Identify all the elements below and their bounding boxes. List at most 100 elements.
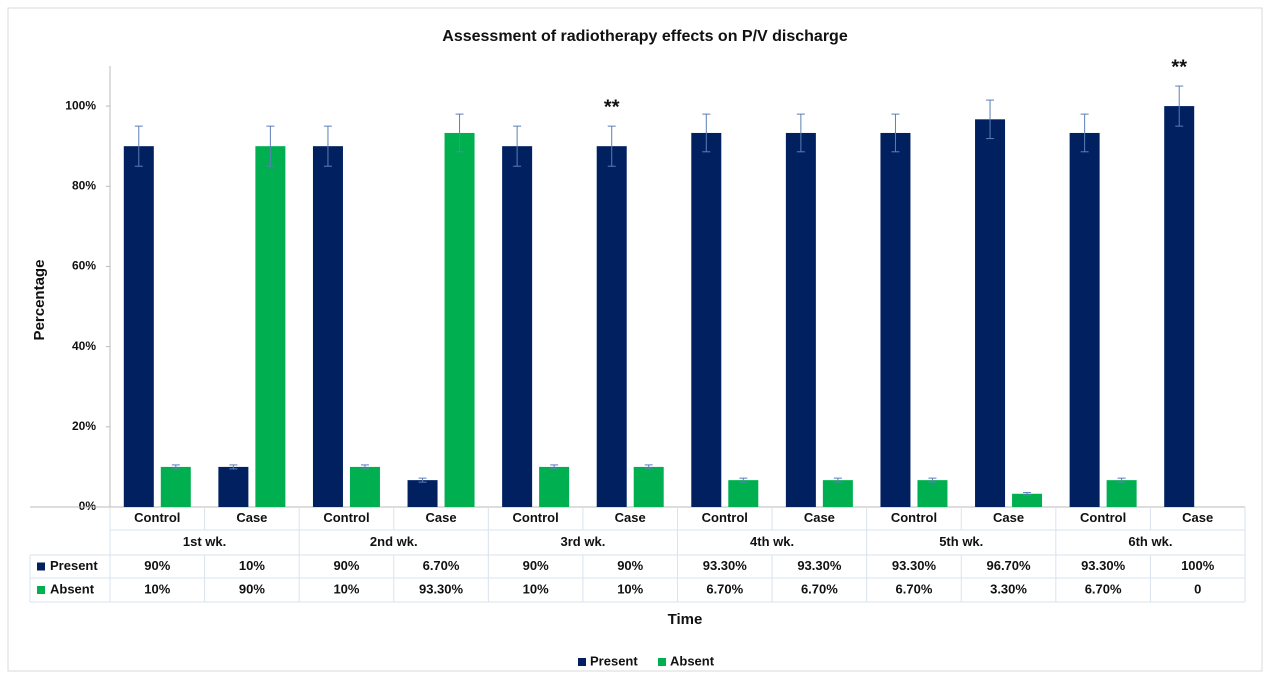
- chart-title: Assessment of radiotherapy effects on P/…: [442, 28, 848, 45]
- table-value: 90%: [239, 581, 265, 596]
- table-value: 0: [1194, 581, 1201, 596]
- table-value: 6.70%: [1085, 581, 1122, 596]
- y-tick-label: 0%: [79, 499, 97, 513]
- error-bar: [1117, 477, 1126, 483]
- error-bar: [607, 125, 616, 167]
- bar: [1069, 132, 1100, 507]
- table-value: 90%: [523, 558, 549, 573]
- table-value: 10%: [333, 581, 359, 596]
- x-tick-label: Case: [804, 510, 835, 525]
- table-value: 100%: [1181, 558, 1215, 573]
- error-bar: [455, 113, 464, 153]
- legend-key: [37, 586, 45, 594]
- table-value: 90%: [617, 558, 643, 573]
- bar: [785, 132, 816, 507]
- table-value: 10%: [617, 581, 643, 596]
- bar: [975, 119, 1006, 507]
- bar: [255, 146, 286, 507]
- table-value: 93.30%: [419, 581, 464, 596]
- bar: [633, 466, 664, 507]
- x-tick-label: Case: [1182, 510, 1213, 525]
- table-value: 90%: [333, 558, 359, 573]
- error-bar: [266, 125, 275, 167]
- error-bar: [323, 125, 332, 167]
- bar: [822, 480, 853, 507]
- chart-frame: [7, 7, 1263, 672]
- table-value: 6.70%: [423, 558, 460, 573]
- group-label: 4th wk.: [750, 534, 794, 549]
- bar: [218, 466, 249, 507]
- table-value: 96.70%: [986, 558, 1031, 573]
- error-bar: [1080, 113, 1089, 153]
- y-tick-label: 20%: [72, 419, 96, 433]
- group-label: 3rd wk.: [561, 534, 606, 549]
- bar: [407, 480, 438, 507]
- error-bar: [702, 113, 711, 153]
- table-series-label: Present: [50, 558, 98, 573]
- error-bar: [171, 464, 180, 470]
- table-value: 93.30%: [1081, 558, 1126, 573]
- bar: [596, 146, 627, 507]
- error-bar: [1023, 492, 1032, 496]
- x-tick-label: Control: [1080, 510, 1126, 525]
- error-bar: [833, 477, 842, 483]
- error-bar: [513, 125, 522, 167]
- annotation: **: [1171, 56, 1187, 78]
- error-bar: [891, 113, 900, 153]
- x-tick-label: Case: [426, 510, 457, 525]
- x-tick-label: Case: [993, 510, 1024, 525]
- table-value: 93.30%: [797, 558, 842, 573]
- table-value: 10%: [144, 581, 170, 596]
- group-label: 5th wk.: [939, 534, 983, 549]
- bar: [502, 146, 533, 507]
- error-bar: [644, 464, 653, 470]
- legend-label: Absent: [670, 653, 715, 668]
- x-tick-label: Control: [134, 510, 180, 525]
- bar: [160, 466, 191, 507]
- annotation: **: [604, 96, 620, 118]
- x-tick-label: Control: [702, 510, 748, 525]
- table-value: 93.30%: [703, 558, 748, 573]
- bar: [880, 132, 911, 507]
- error-bar: [796, 113, 805, 153]
- group-label: 2nd wk.: [370, 534, 418, 549]
- error-bar: [739, 477, 748, 483]
- y-tick-label: 40%: [72, 339, 96, 353]
- y-tick-label: 100%: [65, 98, 96, 112]
- error-bar: [418, 477, 427, 483]
- bar: [1106, 480, 1137, 507]
- bar: [123, 146, 154, 507]
- error-bar: [928, 477, 937, 483]
- bar: [728, 480, 759, 507]
- y-tick-label: 60%: [72, 259, 96, 273]
- table-value: 90%: [144, 558, 170, 573]
- error-bar: [1175, 85, 1184, 127]
- error-bar: [360, 464, 369, 470]
- bar: [539, 466, 570, 507]
- bar: [691, 132, 722, 507]
- group-label: 6th wk.: [1128, 534, 1172, 549]
- x-tick-label: Case: [236, 510, 267, 525]
- error-bar: [986, 99, 995, 140]
- bar: [1012, 493, 1043, 507]
- x-axis-label: Time: [668, 611, 703, 628]
- table-value: 10%: [239, 558, 265, 573]
- x-tick-label: Control: [891, 510, 937, 525]
- error-bar: [550, 464, 559, 470]
- table-value: 6.70%: [706, 581, 743, 596]
- bar: [312, 146, 343, 507]
- x-tick-label: Control: [323, 510, 369, 525]
- legend-key: [37, 562, 45, 571]
- table-value: 6.70%: [801, 581, 838, 596]
- table-value: 6.70%: [896, 581, 933, 596]
- bar: [1164, 106, 1195, 507]
- group-label: 1st wk.: [183, 534, 226, 549]
- table-value: 3.30%: [990, 581, 1027, 596]
- y-tick-label: 80%: [72, 178, 96, 192]
- x-tick-label: Case: [615, 510, 646, 525]
- bar: [917, 480, 948, 507]
- table-value: 10%: [523, 581, 549, 596]
- table-value: 93.30%: [892, 558, 937, 573]
- y-axis-label: Percentage: [31, 260, 48, 341]
